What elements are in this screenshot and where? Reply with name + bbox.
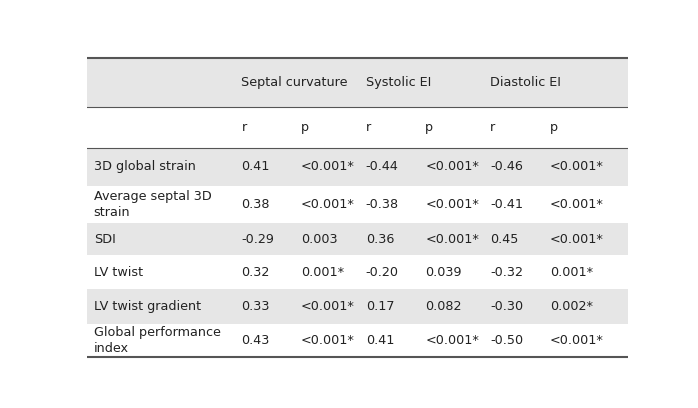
Bar [87, 58, 628, 107]
Text: <0.001*: <0.001* [425, 233, 480, 246]
Text: Average septal 3D
strain: Average septal 3D strain [94, 190, 211, 219]
Text: 0.43: 0.43 [242, 334, 270, 347]
Text: 0.002*: 0.002* [550, 300, 593, 313]
Text: <0.001*: <0.001* [301, 300, 355, 313]
Bar [87, 148, 628, 186]
Text: p: p [550, 121, 558, 134]
Text: 0.45: 0.45 [490, 233, 519, 246]
Text: 0.33: 0.33 [242, 300, 270, 313]
Text: -0.38: -0.38 [366, 198, 399, 211]
Bar [87, 107, 628, 148]
Bar [87, 255, 628, 289]
Text: <0.001*: <0.001* [425, 160, 480, 173]
Text: <0.001*: <0.001* [301, 160, 355, 173]
Text: 0.32: 0.32 [242, 266, 270, 279]
Text: Septal curvature: Septal curvature [242, 76, 348, 89]
Text: -0.46: -0.46 [490, 160, 523, 173]
Text: -0.44: -0.44 [366, 160, 399, 173]
Text: <0.001*: <0.001* [301, 334, 355, 347]
Bar [87, 289, 628, 324]
Text: 0.082: 0.082 [425, 300, 462, 313]
Text: 3D global strain: 3D global strain [94, 160, 195, 173]
Text: -0.30: -0.30 [490, 300, 524, 313]
Text: Systolic EI: Systolic EI [366, 76, 431, 89]
Text: Diastolic EI: Diastolic EI [490, 76, 561, 89]
Text: 0.001*: 0.001* [550, 266, 593, 279]
Text: <0.001*: <0.001* [550, 160, 604, 173]
Bar [87, 324, 628, 357]
Text: 0.039: 0.039 [425, 266, 462, 279]
Text: <0.001*: <0.001* [301, 198, 355, 211]
Text: 0.003: 0.003 [301, 233, 338, 246]
Text: Global performance
index: Global performance index [94, 326, 221, 355]
Text: 0.41: 0.41 [366, 334, 394, 347]
Text: -0.41: -0.41 [490, 198, 524, 211]
Text: r: r [490, 121, 496, 134]
Text: <0.001*: <0.001* [550, 334, 604, 347]
Text: -0.20: -0.20 [366, 266, 399, 279]
Text: <0.001*: <0.001* [550, 233, 604, 246]
Text: <0.001*: <0.001* [550, 198, 604, 211]
Text: SDI: SDI [94, 233, 116, 246]
Text: LV twist gradient: LV twist gradient [94, 300, 201, 313]
Text: -0.32: -0.32 [490, 266, 524, 279]
Text: LV twist: LV twist [94, 266, 143, 279]
Text: 0.36: 0.36 [366, 233, 394, 246]
Text: p: p [425, 121, 433, 134]
Bar [87, 186, 628, 223]
Text: -0.29: -0.29 [242, 233, 274, 246]
Text: 0.17: 0.17 [366, 300, 394, 313]
Text: <0.001*: <0.001* [425, 334, 480, 347]
Text: 0.38: 0.38 [242, 198, 270, 211]
Text: r: r [242, 121, 246, 134]
Bar [87, 223, 628, 255]
Text: 0.41: 0.41 [242, 160, 270, 173]
Text: <0.001*: <0.001* [425, 198, 480, 211]
Text: p: p [301, 121, 309, 134]
Text: r: r [366, 121, 371, 134]
Text: 0.001*: 0.001* [301, 266, 344, 279]
Text: -0.50: -0.50 [490, 334, 524, 347]
